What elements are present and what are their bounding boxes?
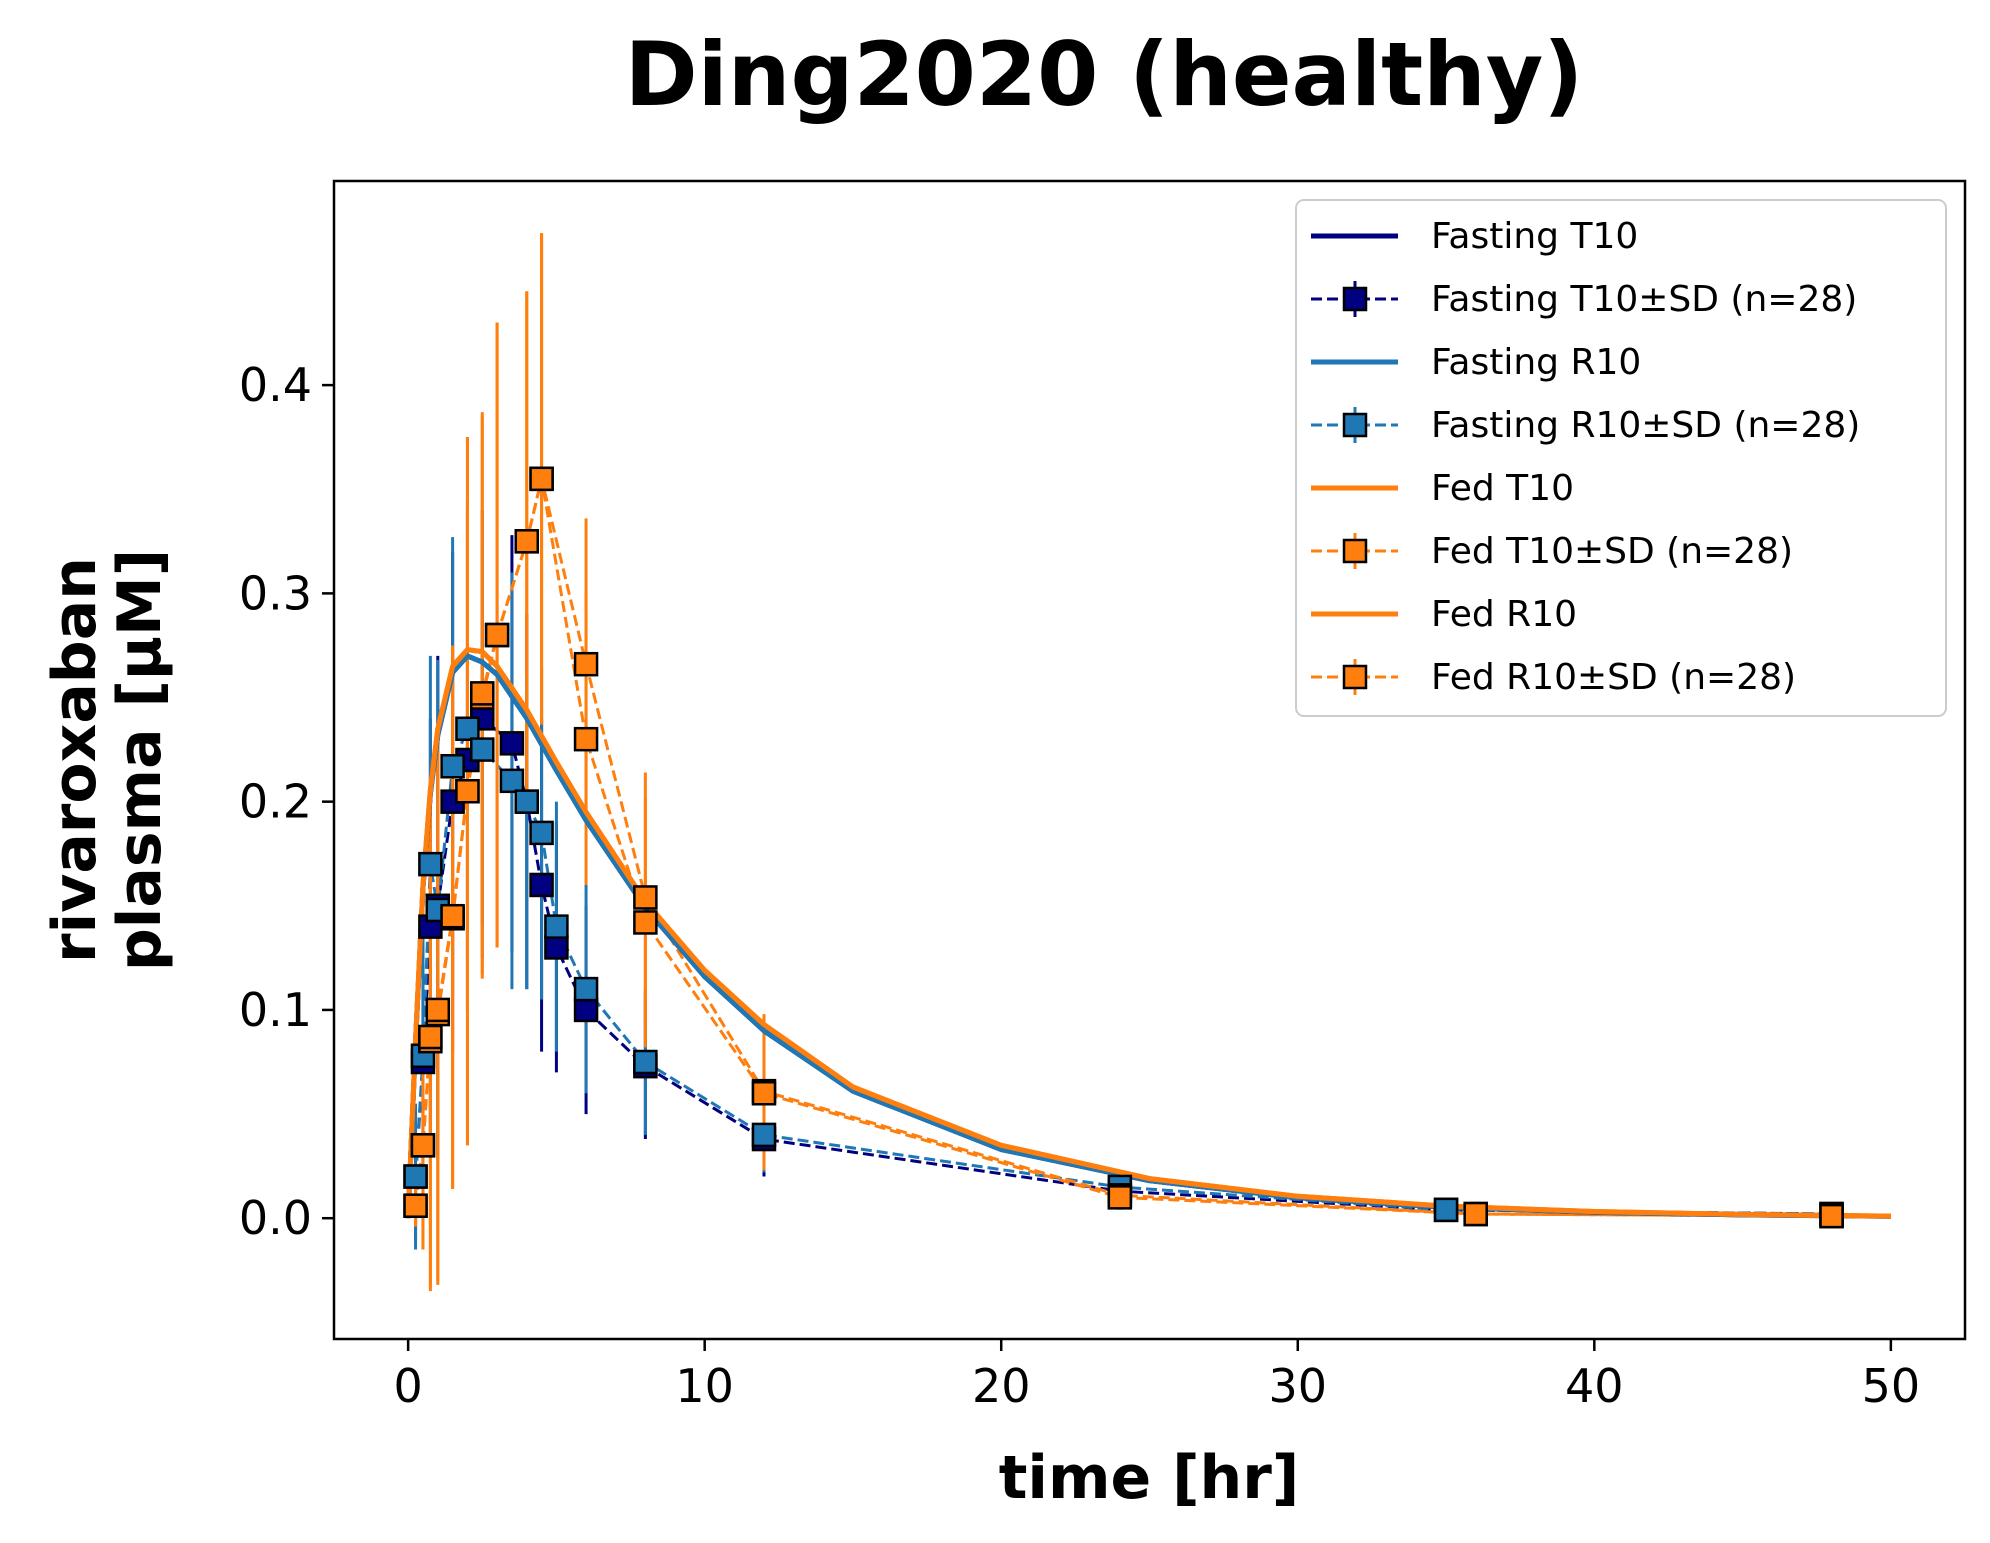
legend-label: Fed T10±SD (n=28): [1431, 531, 1793, 572]
chart-title: Ding2020 (healthy): [625, 23, 1584, 126]
data-point: [529, 466, 554, 492]
legend-entry-fasting-r10: Fasting R10: [1311, 342, 1641, 383]
legend-label: Fasting T10: [1431, 216, 1638, 257]
y-tick-label: 0.0: [239, 1191, 312, 1245]
data-point: [633, 910, 658, 935]
data-point: [484, 622, 510, 648]
data-point: [403, 1164, 428, 1189]
data-point: [1819, 1203, 1844, 1229]
data-point: [440, 753, 465, 779]
x-tick-label: 20: [972, 1359, 1031, 1413]
model-line-fed-r10: [405, 647, 1891, 1219]
data-point: [1433, 1197, 1459, 1223]
series-connector-line: [414, 725, 1832, 1216]
data-point: [573, 976, 599, 1002]
plot-area: [403, 233, 1891, 1292]
x-tick-label: 10: [675, 1359, 734, 1413]
model-line-fasting-t10: [405, 653, 1891, 1219]
y-tick-label: 0.1: [239, 983, 312, 1037]
model-line-fasting-r10: [405, 653, 1891, 1219]
data-point: [499, 731, 525, 756]
legend-label: Fed T10: [1431, 468, 1574, 509]
legend-box: [1295, 199, 1947, 717]
x-axis-label: time [hr]: [999, 1443, 1300, 1513]
data-point: [425, 997, 451, 1023]
data-point: [544, 935, 569, 960]
data-point: [410, 1133, 436, 1158]
legend-label: Fasting R10±SD (n=28): [1431, 405, 1860, 446]
data-point: [529, 820, 554, 846]
series-connector-line: [414, 715, 1832, 1216]
data-point: [573, 726, 599, 752]
data-point: [455, 716, 480, 742]
legend-label: Fasting R10: [1431, 342, 1641, 383]
data-point: [751, 1080, 777, 1106]
legend-entry-fed-r10: Fed R10: [1311, 594, 1577, 635]
legend-entry-fed-r10-pm-sd-n-28: Fed R10±SD (n=28): [1311, 657, 1796, 698]
data-point: [633, 885, 658, 910]
data-point: [455, 778, 480, 804]
data-point: [470, 737, 495, 762]
axes-frame: [332, 179, 1967, 1341]
legend-marker-swatch: [1342, 538, 1368, 564]
y-axis-ticks: 0.0 0.1 0.2 0.3 0.4: [239, 358, 334, 1245]
x-tick-label: 40: [1565, 1359, 1624, 1413]
data-point: [418, 851, 443, 877]
data-point: [573, 997, 599, 1023]
legend-label: Fed R10: [1431, 594, 1577, 635]
data-point: [529, 872, 554, 898]
data-point: [470, 681, 495, 706]
legend: Fasting T10 Fasting T10±SD (n=28) Fasting …: [1295, 199, 1947, 717]
data-point: [751, 1122, 777, 1148]
markers-fasting-t10-pm-sd-n-28: [403, 706, 1844, 1227]
data-point: [499, 768, 525, 794]
markers-fed-r10-pm-sd-n-28: [403, 466, 1844, 1229]
x-tick-label: 50: [1862, 1359, 1921, 1413]
legend-entry-fasting-t10-pm-sd-n-28: Fasting T10±SD (n=28): [1311, 279, 1857, 320]
y-tick-label: 0.3: [239, 566, 312, 620]
legend-marker-swatch: [1342, 412, 1368, 438]
x-tick-label: 30: [1268, 1359, 1327, 1413]
data-point: [1463, 1201, 1488, 1227]
data-point: [514, 789, 540, 814]
y-axis-label-line-2: plasma [μM]: [105, 549, 175, 971]
markers-fasting-r10-pm-sd-n-28: [403, 716, 1844, 1227]
legend-entry-fasting-t10: Fasting T10: [1311, 216, 1638, 257]
legend-label: Fasting T10±SD (n=28): [1431, 279, 1857, 320]
plot-clipped-group: [403, 233, 1891, 1292]
legend-label: Fed R10±SD (n=28): [1431, 657, 1796, 698]
legend-entry-fed-t10-pm-sd-n-28: Fed T10±SD (n=28): [1311, 531, 1793, 572]
legend-entry-fed-t10: Fed T10: [1311, 468, 1574, 509]
y-axis-label: rivaroxaban plasma [μM]: [40, 549, 175, 971]
data-point: [403, 1193, 428, 1218]
data-point: [544, 914, 569, 939]
legend-marker-swatch: [1342, 664, 1368, 690]
x-tick-label: 0: [393, 1359, 422, 1413]
y-tick-label: 0.2: [239, 775, 312, 829]
data-point: [418, 1024, 443, 1050]
data-point: [573, 651, 599, 677]
legend-entry-fasting-r10-pm-sd-n-28: Fasting R10±SD (n=28): [1311, 405, 1860, 446]
legend-marker-swatch: [1342, 286, 1368, 312]
y-tick-label: 0.4: [239, 358, 312, 412]
data-point: [1107, 1185, 1133, 1210]
y-axis-label-line-1: rivaroxaban: [40, 557, 110, 963]
data-point: [633, 1049, 658, 1075]
x-axis-ticks: 0 10 20 30 40 50: [393, 1339, 1920, 1413]
model-line-fed-t10: [405, 647, 1891, 1219]
data-point: [440, 903, 465, 929]
data-point: [514, 529, 540, 554]
